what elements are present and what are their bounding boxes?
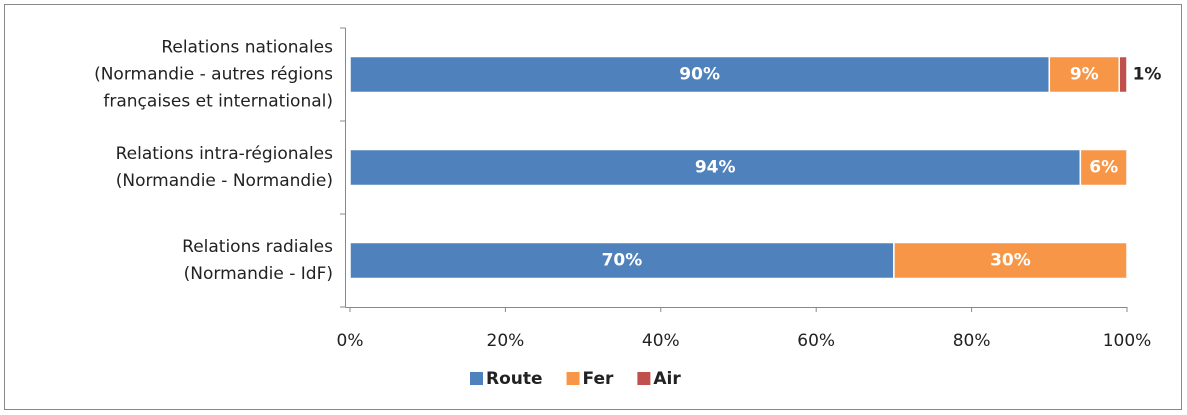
- bar-segment: [1118, 55, 1128, 94]
- legend-swatch: [637, 372, 651, 385]
- bar-segment: [349, 55, 1051, 94]
- data-label: 70%: [602, 251, 643, 271]
- bar-segment: [1079, 148, 1128, 187]
- data-label: 6%: [1089, 158, 1118, 178]
- data-label: 30%: [990, 251, 1031, 271]
- legend-label: Air: [653, 369, 681, 389]
- legend-label: Fer: [583, 369, 614, 389]
- data-label: 1%: [1133, 65, 1162, 85]
- x-tick-label: 80%: [953, 331, 991, 351]
- bar-segment: [349, 148, 1082, 187]
- legend-swatch: [566, 372, 580, 385]
- y-tick-label: Relations nationales: [161, 38, 333, 58]
- y-tick-label: françaises et international): [103, 92, 333, 112]
- data-label: 90%: [679, 65, 720, 85]
- x-tick-label: 0%: [337, 331, 364, 351]
- x-tick-label: 40%: [642, 331, 680, 351]
- x-tick-label: 20%: [487, 331, 525, 351]
- bar-segment: [1048, 55, 1120, 94]
- data-label: 9%: [1070, 65, 1099, 85]
- x-tick-label: 100%: [1103, 331, 1152, 351]
- y-tick-label: Relations radiales: [182, 237, 333, 257]
- y-tick-label: Relations intra-régionales: [116, 144, 334, 164]
- y-tick-label: (Normandie - autres régions: [94, 65, 333, 85]
- y-tick-label: (Normandie - IdF): [184, 264, 333, 284]
- data-label: 94%: [695, 158, 736, 178]
- legend-label: Route: [486, 369, 543, 389]
- bar-segment: [893, 241, 1128, 280]
- x-tick-label: 60%: [797, 331, 835, 351]
- legend-swatch: [470, 372, 483, 385]
- bar-segment: [349, 241, 895, 280]
- y-tick-label: (Normandie - Normandie): [116, 171, 333, 191]
